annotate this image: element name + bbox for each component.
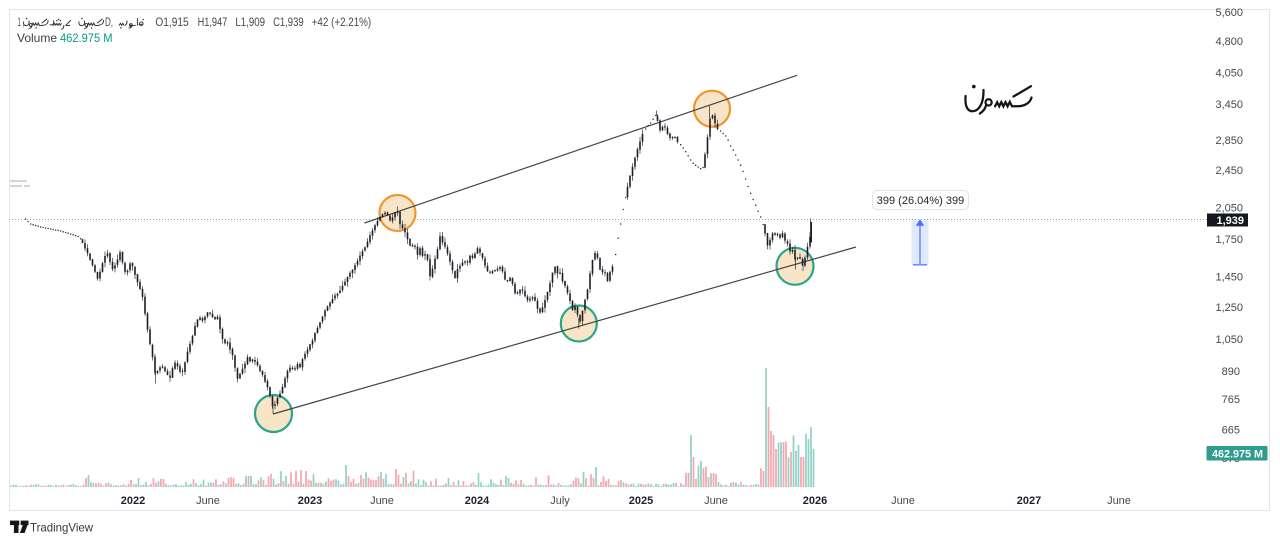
svg-text:1,050: 1,050 xyxy=(1215,334,1243,346)
svg-text:1 ,: 1 , xyxy=(18,17,25,29)
svg-text:D,: D, xyxy=(105,17,113,29)
svg-text:890: 890 xyxy=(1222,366,1240,378)
svg-text:July: July xyxy=(550,495,570,507)
svg-text:4,800: 4,800 xyxy=(1215,36,1243,48)
svg-text:Volume: Volume xyxy=(17,31,57,45)
svg-text:462.975 M: 462.975 M xyxy=(1212,449,1263,461)
svg-text:O1,915: O1,915 xyxy=(155,17,188,29)
svg-text:2,450: 2,450 xyxy=(1215,165,1243,177)
svg-text:+42 (+2.21%): +42 (+2.21%) xyxy=(312,17,372,29)
svg-text:765: 765 xyxy=(1222,394,1240,406)
svg-text:June: June xyxy=(370,495,394,507)
svg-text:5,600: 5,600 xyxy=(1215,7,1243,19)
svg-text:TradingView: TradingView xyxy=(30,521,93,535)
svg-text:2,850: 2,850 xyxy=(1215,135,1243,147)
svg-text:665: 665 xyxy=(1222,425,1240,437)
svg-text:June: June xyxy=(891,495,915,507)
svg-text:June: June xyxy=(1107,495,1131,507)
svg-text:L1,909: L1,909 xyxy=(235,17,265,29)
svg-text:1,250: 1,250 xyxy=(1215,302,1243,314)
svg-text:3,450: 3,450 xyxy=(1215,99,1243,111)
svg-text:2,050: 2,050 xyxy=(1215,203,1243,215)
svg-text:June: June xyxy=(196,495,220,507)
svg-text:1,939: 1,939 xyxy=(1216,215,1244,227)
svg-text:2025: 2025 xyxy=(629,495,653,507)
svg-text:2027: 2027 xyxy=(1017,495,1041,507)
svg-text:2026: 2026 xyxy=(803,495,827,507)
svg-text:4,050: 4,050 xyxy=(1215,68,1243,80)
svg-text:1,450: 1,450 xyxy=(1215,272,1243,284)
svg-text:2023: 2023 xyxy=(298,495,322,507)
svg-text:2022: 2022 xyxy=(121,495,145,507)
svg-text:June: June xyxy=(704,495,728,507)
svg-text:462.975 M: 462.975 M xyxy=(60,31,113,45)
svg-text:2024: 2024 xyxy=(465,495,490,507)
svg-text:1,750: 1,750 xyxy=(1215,234,1243,246)
svg-text:399 (26.04%) 399: 399 (26.04%) 399 xyxy=(877,195,964,207)
svg-text:H1,947: H1,947 xyxy=(198,17,228,29)
svg-text:C1,939: C1,939 xyxy=(273,17,304,29)
